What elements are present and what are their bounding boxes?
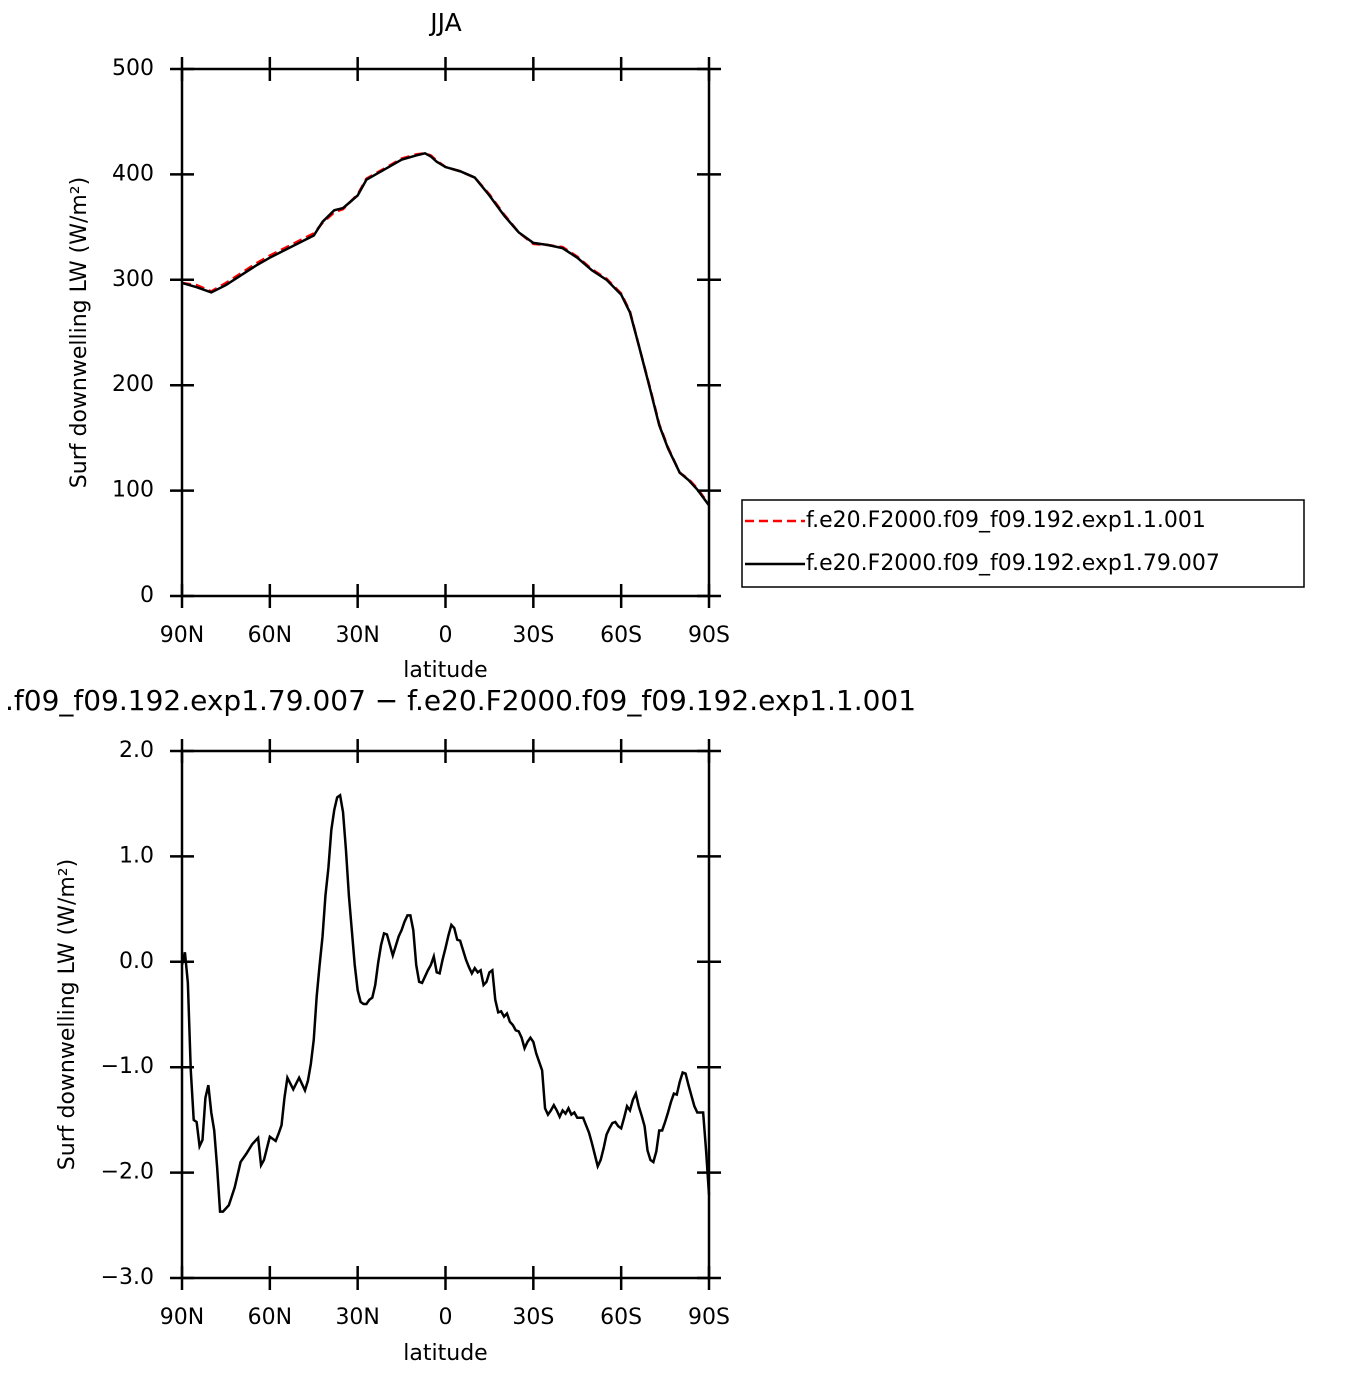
x-axis-label: latitude [403, 1341, 487, 1366]
x-tick-label: 60N [248, 623, 292, 648]
y-tick-label: 1.0 [119, 843, 154, 868]
plot-frame [180, 67, 711, 598]
series-line [181, 152, 711, 506]
y-tick-label: 200 [112, 372, 154, 397]
series-line [180, 793, 711, 1213]
x-tick-label: 60N [248, 1305, 292, 1330]
y-tick-label: −2.0 [101, 1160, 154, 1185]
x-tick-label: 30N [335, 623, 379, 648]
y-tick-label: 100 [112, 478, 154, 503]
y-tick-label: 500 [112, 56, 154, 81]
legend-label: f.e20.F2000.f09_f09.192.exp1.79.007 [806, 551, 1220, 576]
chart-title: .f09_f09.192.exp1.79.007 − f.e20.F2000.f… [5, 684, 916, 717]
y-tick-label: 2.0 [119, 738, 154, 763]
y-tick-label: 0 [140, 583, 154, 608]
x-tick-label: 90S [688, 623, 730, 648]
x-tick-label: 60S [600, 623, 642, 648]
chart-title: JJA [428, 8, 461, 37]
x-tick-label: 30S [512, 1305, 554, 1330]
y-tick-label: 300 [112, 267, 154, 292]
y-axis-label: Surf downwelling LW (W/m²) [55, 859, 80, 1170]
x-tick-label: 0 [439, 623, 453, 648]
series-line [181, 151, 711, 507]
y-tick-label: 400 [112, 161, 154, 186]
x-tick-label: 60S [600, 1305, 642, 1330]
x-tick-label: 0 [439, 1305, 453, 1330]
x-tick-label: 90N [160, 623, 204, 648]
y-tick-label: −3.0 [101, 1265, 154, 1290]
x-tick-label: 90S [688, 1305, 730, 1330]
y-tick-label: −1.0 [101, 1054, 154, 1079]
x-tick-label: 30N [335, 1305, 379, 1330]
x-tick-label: 30S [512, 623, 554, 648]
legend-box [741, 499, 1305, 588]
y-tick-label: 0.0 [119, 949, 154, 974]
x-tick-label: 90N [160, 1305, 204, 1330]
y-axis-label: Surf downwelling LW (W/m²) [67, 177, 92, 488]
plot-frame [180, 749, 711, 1280]
x-axis-label: latitude [403, 658, 487, 683]
legend-label: f.e20.F2000.f09_f09.192.exp1.1.001 [806, 508, 1206, 533]
